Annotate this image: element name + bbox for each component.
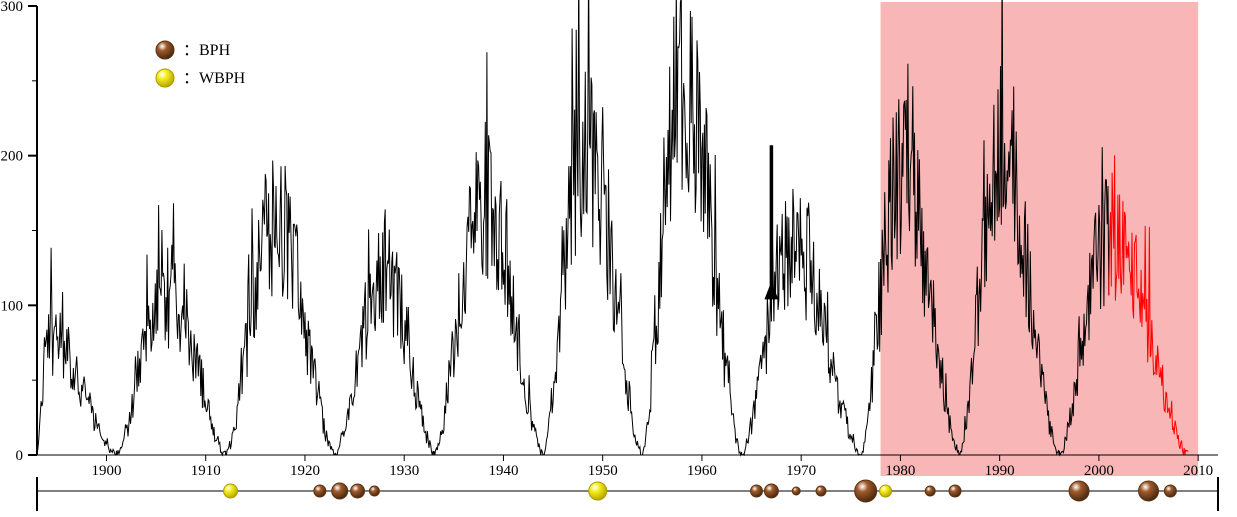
- x-tick-label: 2010: [1183, 463, 1213, 479]
- x-tick-label: 1910: [191, 463, 221, 479]
- x-tick-label: 1960: [687, 463, 717, 479]
- y-tick-label: 0: [16, 448, 24, 464]
- event-marker-bph: [332, 483, 348, 499]
- event-marker-bph: [1069, 481, 1089, 501]
- y-tick-label: 300: [1, 0, 24, 15]
- x-tick-label: 1990: [985, 463, 1015, 479]
- x-tick-label: 1970: [786, 463, 816, 479]
- legend-label-bph: ：BPH: [183, 42, 231, 59]
- event-marker-bph: [949, 485, 961, 497]
- x-tick-label: 1950: [588, 463, 618, 479]
- x-tick-label: 1930: [389, 463, 419, 479]
- x-tick-label: 2000: [1084, 463, 1114, 479]
- event-marker-wbph: [224, 484, 238, 498]
- timeseries-chart: 0 100 200 300 1900 1910 1920 1930 1940 1950 1960 19…: [0, 0, 1237, 517]
- event-marker-bph: [855, 480, 877, 502]
- legend-marker-bph: [156, 41, 174, 59]
- event-marker-bph: [1139, 481, 1159, 501]
- x-tick-label: 1980: [885, 463, 915, 479]
- y-tick-label: 100: [1, 298, 24, 314]
- x-tick-label: 1920: [290, 463, 320, 479]
- event-marker-bph: [369, 486, 379, 496]
- event-marker-bph: [314, 485, 326, 497]
- event-marker-bph: [925, 486, 935, 496]
- event-marker-wbph: [589, 482, 607, 500]
- event-marker-bph: [764, 484, 778, 498]
- legend-marker-wbph: [156, 69, 174, 87]
- event-marker-wbph: [880, 485, 892, 497]
- event-marker-bph: [792, 487, 800, 495]
- x-tick-label: 1900: [91, 463, 121, 479]
- event-marker-bph: [1164, 485, 1176, 497]
- highlight-band: [881, 2, 1199, 476]
- x-tick-label: 1940: [488, 463, 518, 479]
- y-tick-label: 200: [1, 149, 24, 165]
- legend-label-wbph: ：WBPH: [183, 70, 246, 87]
- event-marker-bph: [816, 486, 826, 496]
- event-marker-bph: [351, 484, 365, 498]
- event-marker-bph: [751, 485, 763, 497]
